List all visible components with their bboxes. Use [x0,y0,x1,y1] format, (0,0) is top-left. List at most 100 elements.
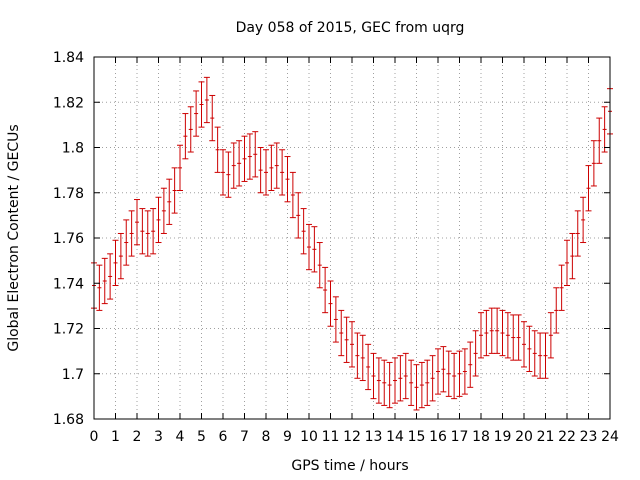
error-bar-point [370,352,377,400]
error-bar-point [252,131,259,178]
error-bar-point [214,126,221,173]
error-bar-point [521,321,527,368]
error-bar-point [445,350,452,397]
error-bar-point [128,210,135,257]
x-tick-label: 22 [558,429,576,445]
error-bar-point [273,142,280,189]
error-bar-point [537,332,544,379]
error-bar-point [564,239,570,287]
error-bar-point [472,330,479,377]
error-bar-point [392,357,398,404]
x-tick-label: 13 [365,429,383,445]
error-bar-point [483,309,490,357]
y-tick-label: 1.74 [53,276,84,292]
error-bar-point [359,334,366,382]
error-bar-point [236,140,243,187]
error-bar-point [284,156,291,203]
x-tick-label: 14 [386,429,404,445]
x-tick-label: 8 [262,429,271,445]
error-bar-point [134,199,140,246]
error-bar-point [279,149,286,196]
y-tick-label: 1.76 [53,231,84,247]
error-bar-point [461,348,468,395]
error-bar-point [268,144,275,191]
error-bar-point [316,242,323,289]
error-bar-point [166,178,173,225]
y-tick-label: 1.82 [53,95,84,111]
x-tick-label: 7 [240,429,249,445]
error-bar-point [187,106,194,153]
x-tick-label: 4 [176,429,185,445]
y-tick-label: 1.68 [53,412,84,428]
x-tick-label: 6 [219,429,228,445]
error-bar-point [327,280,334,327]
error-bar-point [397,355,404,402]
error-bar-point [515,314,522,361]
x-tick-label: 1 [111,429,120,445]
error-bar-point [144,210,151,257]
error-bar-point [306,223,312,271]
y-tick-labels: 1.68 1.7 1.72 1.74 1.76 1.78 1.8 1.82 1.84 [53,50,84,428]
error-bar-point [456,350,463,397]
error-bar-point [569,232,576,280]
error-bar-point [171,167,178,214]
error-bar-point [386,361,393,409]
y-tick-label: 1.8 [62,141,84,157]
error-bar-point [478,312,484,359]
error-bar-point [182,113,189,160]
y-tick-label: 1.84 [53,50,84,66]
error-bar-point [193,90,200,137]
error-bar-point [220,149,226,196]
grid-lines [94,57,610,419]
error-bar-point [381,359,388,406]
x-tick-label: 19 [494,429,512,445]
error-bar-point [96,264,103,311]
x-tick-label: 23 [580,429,598,445]
error-bar-point [547,312,554,359]
error-bar-point [155,196,162,244]
error-bar-point [580,196,587,244]
error-bar-point [429,355,436,402]
chart-title: Day 058 of 2015, GEC from uqrg [236,20,465,36]
error-bar-point [101,257,108,305]
error-bar-point [209,94,216,142]
error-bar-point [354,332,361,379]
error-bar-point [257,147,264,194]
error-bar-point [531,330,538,377]
error-bar-point [203,76,210,124]
error-bar-point [424,359,431,406]
x-tick-label: 16 [429,429,447,445]
error-bar-point [574,210,581,257]
x-tick-label: 5 [197,429,206,445]
error-bar-point [295,192,302,239]
error-bar-point [322,266,329,314]
x-tick-label: 10 [300,429,318,445]
axis-ticks [93,56,611,420]
error-bar-point [198,81,205,128]
data-series [91,76,613,411]
y-axis-label: Global Electron Content / GECUs [6,124,22,351]
error-bar-point [596,117,603,164]
error-bar-point [139,208,146,255]
error-bar-point [499,309,506,357]
error-bar-point [289,171,296,219]
x-tick-label: 21 [537,429,555,445]
y-tick-label: 1.7 [62,367,84,383]
error-bar-point [494,307,501,354]
error-bar-point [311,226,318,273]
error-bar-point [338,309,345,357]
x-tick-label: 12 [343,429,361,445]
error-bar-point [435,348,441,395]
x-tick-labels: 0 1 2 3 4 5 6 7 8 9 10 11 12 13 14 15 16 17 18 19 20 21 22 23 24 [90,429,619,445]
error-bar-point [601,106,608,153]
error-bar-point [488,307,495,354]
x-tick-label: 15 [408,429,426,445]
x-tick-label: 11 [322,429,340,445]
error-bar-point [553,287,560,334]
error-bar-point [590,140,597,187]
x-tick-label: 0 [90,429,99,445]
x-tick-label: 2 [133,429,142,445]
error-bar-point [241,135,248,182]
error-bar-point [504,312,511,359]
error-bar-point [300,208,307,255]
